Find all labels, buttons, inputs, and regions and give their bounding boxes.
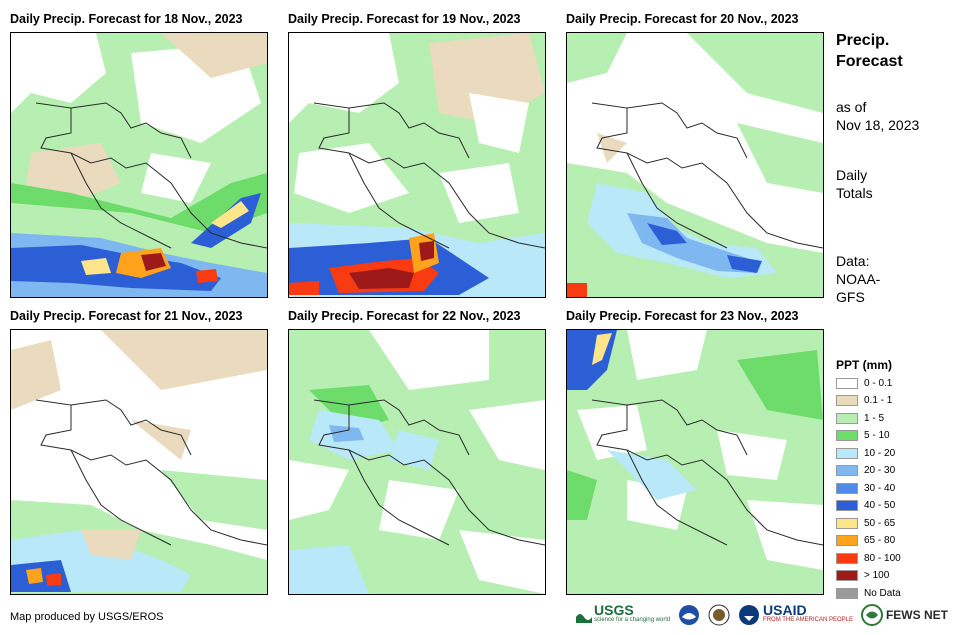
fewsnet-logo: FEWS NET — [860, 604, 948, 626]
fewsnet-logo-text: FEWS NET — [885, 608, 948, 622]
legend-item: > 100 — [836, 567, 889, 585]
legend-label: 5 - 10 — [864, 430, 890, 441]
sidebar-data-line1: Data: — [836, 253, 870, 269]
sidebar-data-line2: NOAA- — [836, 271, 881, 287]
legend-swatch — [836, 517, 858, 529]
legend-label: 0.1 - 1 — [864, 395, 893, 406]
usgs-tagline: science for a changing world — [594, 617, 671, 623]
legend-swatch — [836, 395, 858, 406]
panel-title-nov22: Daily Precip. Forecast for 22 Nov., 2023 — [288, 309, 521, 323]
noaa-logo — [678, 604, 700, 626]
legend-title: PPT (mm) — [836, 358, 893, 372]
map-panel-nov19 — [288, 32, 546, 298]
legend-item: 1 - 5 — [836, 409, 884, 427]
legend-item: 40 - 50 — [836, 497, 895, 515]
legend-label: 30 - 40 — [864, 482, 896, 494]
sidebar-data-line3: GFS — [836, 289, 865, 305]
legend-swatch — [836, 570, 858, 581]
legend-swatch — [836, 500, 858, 511]
map-panel-nov23 — [566, 329, 824, 595]
usaid-tagline: FROM THE AMERICAN PEOPLE — [763, 617, 853, 623]
sidebar-asof-line1: as of — [836, 99, 867, 115]
doi-seal-icon — [708, 604, 730, 626]
usgs-logo-text: USGS — [594, 602, 634, 618]
legend-swatch — [836, 377, 858, 389]
sidebar-totals: Daily Totals — [836, 166, 873, 202]
map-panel-nov20 — [566, 32, 824, 298]
legend-label: 1 - 5 — [864, 412, 885, 424]
panel-title-nov21: Daily Precip. Forecast for 21 Nov., 2023 — [10, 309, 243, 323]
sidebar-title: Precip. Forecast — [836, 30, 903, 72]
panel-title-nov23: Daily Precip. Forecast for 23 Nov., 2023 — [566, 309, 799, 323]
legend-swatch — [836, 465, 858, 476]
legend-label: 0 - 0.1 — [864, 377, 893, 389]
sidebar-title-line1: Precip. — [836, 32, 890, 49]
legend-label: 80 - 100 — [864, 552, 901, 564]
legend-swatch — [836, 587, 858, 599]
legend-label: 40 - 50 — [864, 500, 896, 511]
panel-title-nov19: Daily Precip. Forecast for 19 Nov., 2023 — [288, 12, 521, 26]
legend-label: > 100 — [864, 570, 890, 581]
legend-label: 65 - 80 — [864, 535, 896, 546]
sidebar-title-line2: Forecast — [836, 53, 903, 70]
legend-swatch — [836, 552, 858, 564]
usgs-wave-icon — [576, 614, 592, 623]
legend-item: 0 - 0.1 — [836, 374, 892, 392]
map-panel-nov22 — [288, 329, 546, 595]
legend-item: 50 - 65 — [836, 514, 895, 532]
legend-item: 80 - 100 — [836, 549, 901, 567]
legend-item: 5 - 10 — [836, 427, 890, 445]
legend-swatch — [836, 535, 858, 546]
legend-swatch — [836, 447, 858, 459]
legend-item: No Data — [836, 584, 901, 602]
legend-swatch — [836, 412, 858, 424]
map-credit: Map produced by USGS/EROS — [10, 611, 164, 623]
panel-title-nov18: Daily Precip. Forecast for 18 Nov., 2023 — [10, 12, 243, 26]
legend-item: 65 - 80 — [836, 532, 895, 550]
legend-label: No Data — [864, 587, 901, 599]
legend-swatch — [836, 482, 858, 494]
panel-title-nov20: Daily Precip. Forecast for 20 Nov., 2023 — [566, 12, 799, 26]
sidebar-totals-line2: Totals — [836, 185, 873, 201]
legend-label: 50 - 65 — [864, 517, 896, 529]
map-panel-nov21 — [10, 329, 268, 595]
usgs-logo: USGS science for a changing world — [576, 602, 671, 625]
fewsnet-globe-icon — [860, 604, 883, 626]
legend-label: 20 - 30 — [864, 465, 896, 476]
usaid-seal-icon — [739, 605, 760, 625]
legend-label: 10 - 20 — [864, 447, 896, 459]
doi-logo — [708, 604, 730, 626]
legend-item: 10 - 20 — [836, 444, 895, 462]
sidebar-data-source: Data: NOAA- GFS — [836, 252, 880, 306]
sidebar-asof: as of Nov 18, 2023 — [836, 98, 919, 134]
noaa-seal-icon — [679, 605, 700, 625]
usaid-logo-text: USAID — [763, 602, 807, 618]
map-panel-nov18 — [10, 32, 268, 298]
logo-strip: USGS science for a changing world USAID … — [576, 602, 956, 628]
sidebar-totals-line1: Daily — [836, 167, 868, 183]
usaid-logo: USAID FROM THE AMERICAN PEOPLE — [738, 602, 853, 626]
legend-swatch — [836, 430, 858, 441]
legend-item: 0.1 - 1 — [836, 392, 892, 410]
legend-item: 20 - 30 — [836, 462, 895, 480]
sidebar-asof-line2: Nov 18, 2023 — [836, 117, 920, 133]
legend-item: 30 - 40 — [836, 479, 895, 497]
